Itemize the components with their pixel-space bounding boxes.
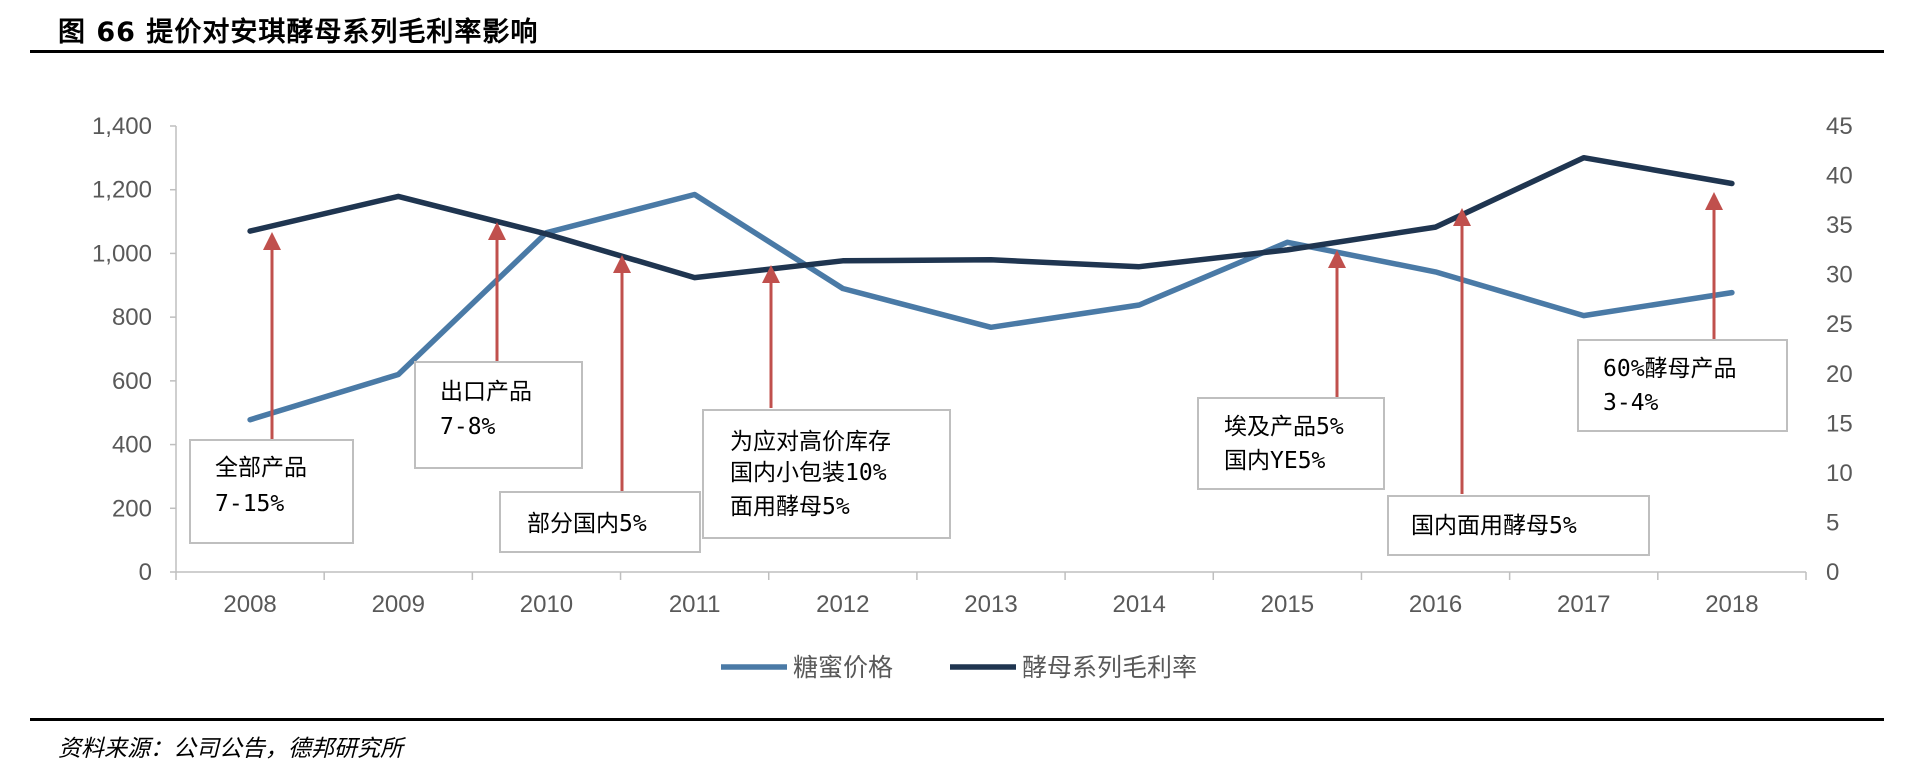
- annotation-box: [1577, 339, 1788, 432]
- annotation-text: 3-4%: [1603, 390, 1659, 416]
- y-right-tick-label: 45: [1826, 113, 1853, 140]
- x-tick-label: 2015: [1261, 591, 1314, 618]
- chart-legend: 糖蜜价格 酵母系列毛利率: [721, 653, 1197, 682]
- x-tick-label: 2012: [816, 591, 869, 618]
- y-right-tick-label: 40: [1826, 163, 1853, 190]
- legend-label-2: 酵母系列毛利率: [1022, 653, 1197, 682]
- figure-title: 图 66 提价对安琪酵母系列毛利率影响: [58, 17, 539, 48]
- annotation-text: 埃及产品5%: [1224, 414, 1344, 440]
- annotation-text: 为应对高价库存: [730, 429, 891, 455]
- x-tick-label: 2008: [223, 591, 276, 618]
- annotation-box: [189, 439, 354, 544]
- annotation-text: 面用酵母5%: [730, 494, 850, 520]
- annotation-box: [1197, 397, 1385, 490]
- y-left-tick-label: 1,000: [92, 240, 152, 267]
- y-left-tick-label: 600: [112, 368, 152, 395]
- x-tick-label: 2017: [1557, 591, 1610, 618]
- annotation-text: 全部产品: [215, 455, 307, 481]
- annotation-text: 国内面用酵母5%: [1411, 513, 1577, 539]
- y-right-tick-label: 5: [1826, 509, 1839, 536]
- chart-axes: 0 200 400 600 800 1,000 1,200 1,400 0 5 10 15 20 25 30…: [92, 113, 1853, 618]
- y-right-tick-label: 20: [1826, 361, 1853, 388]
- annotation-text: 7-15%: [215, 491, 284, 517]
- x-tick-label: 2009: [372, 591, 425, 618]
- annotation-arrowhead: [263, 232, 281, 250]
- annotation-box: [499, 491, 701, 553]
- series-line-2: [247, 154, 1735, 281]
- annotation-text: 部分国内5%: [527, 511, 647, 537]
- y-right-tick-label: 35: [1826, 212, 1853, 239]
- x-tick-label: 2016: [1409, 591, 1462, 618]
- annotation-arrowhead: [762, 265, 780, 283]
- annotation-arrowhead: [1328, 250, 1346, 268]
- y-left-tick-label: 1,400: [92, 113, 152, 140]
- x-tick-label: 2018: [1705, 591, 1758, 618]
- source-note: 资料来源：公司公告，德邦研究所: [58, 736, 403, 762]
- top-rule: [30, 50, 1884, 53]
- annotation-arrowhead: [488, 222, 506, 240]
- legend-label-1: 糖蜜价格: [793, 653, 893, 682]
- annotation-text: 60%酵母产品: [1603, 356, 1737, 382]
- y-right-tick-label: 30: [1826, 262, 1853, 289]
- y-right-tick-label: 0: [1826, 559, 1839, 586]
- annotation-arrowhead: [1453, 208, 1471, 226]
- annotation-box: [414, 361, 583, 469]
- x-tick-label: 2014: [1112, 591, 1165, 618]
- y-left-tick-label: 400: [112, 432, 152, 459]
- x-tick-label: 2011: [669, 591, 721, 618]
- y-left-tick-label: 200: [112, 495, 152, 522]
- y-right-tick-label: 10: [1826, 460, 1853, 487]
- y-left-tick-label: 0: [139, 559, 152, 586]
- x-tick-label: 2013: [964, 591, 1017, 618]
- y-right-tick-label: 15: [1826, 410, 1853, 437]
- bottom-rule: [30, 718, 1884, 721]
- annotation-box: [1387, 495, 1650, 556]
- annotation-box: [702, 409, 951, 539]
- annotation-text: 国内YE5%: [1224, 448, 1326, 474]
- y-right-tick-label: 25: [1826, 311, 1853, 338]
- annotation-arrowhead: [1705, 192, 1723, 210]
- x-tick-label: 2010: [520, 591, 573, 618]
- annotation-text: 国内小包装10%: [730, 460, 887, 486]
- y-left-tick-label: 800: [112, 304, 152, 331]
- annotation-arrowhead: [613, 255, 631, 273]
- y-left-tick-label: 1,200: [92, 177, 152, 204]
- annotation-text: 7-8%: [440, 414, 496, 440]
- annotation-text: 出口产品: [440, 379, 532, 405]
